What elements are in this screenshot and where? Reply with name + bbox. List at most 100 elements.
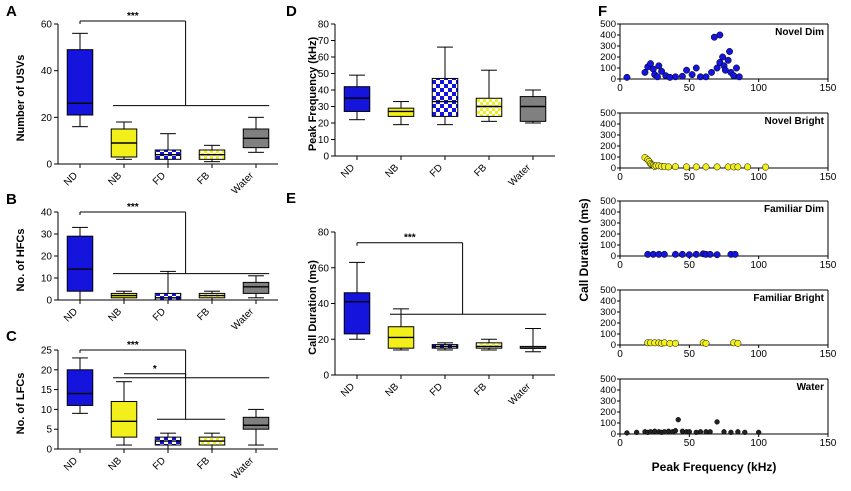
y-tick-label: 10 bbox=[41, 274, 53, 285]
x-tick-label: 0 bbox=[617, 260, 623, 271]
panel-E: E 0 20 40 60 80 Call Duration (ms) ND NB FD FB Wate… bbox=[286, 190, 555, 408]
x-tick-label: ND bbox=[339, 162, 357, 180]
x-tick-label: NB bbox=[107, 306, 125, 324]
box-Water bbox=[242, 281, 270, 294]
y-tick-label: 0 bbox=[611, 163, 616, 174]
scatter-point bbox=[721, 429, 727, 435]
y-tick-label: 500 bbox=[600, 196, 616, 207]
scatter-point bbox=[728, 429, 734, 436]
y-tick-label: 10 bbox=[318, 135, 330, 146]
y-tick-label: 100 bbox=[600, 63, 616, 74]
y-tick-label: 500 bbox=[600, 108, 616, 119]
y-axis-label: No. of LFCs bbox=[15, 373, 27, 435]
scatter-point bbox=[685, 251, 693, 259]
x-tick-label: ND bbox=[62, 170, 80, 188]
x-tick-label: 50 bbox=[684, 349, 696, 360]
box-Water bbox=[519, 96, 547, 122]
scatter-point bbox=[660, 250, 668, 258]
x-tick-label: 0 bbox=[617, 349, 623, 360]
y-tick-label: 15 bbox=[41, 385, 53, 396]
y-tick-label: 5 bbox=[46, 425, 52, 436]
x-tick-label: FB bbox=[195, 306, 212, 323]
significance-label: * bbox=[153, 364, 157, 375]
y-tick-label: 0 bbox=[611, 74, 616, 85]
x-tick-label: 100 bbox=[750, 172, 767, 183]
x-tick-label: 150 bbox=[820, 172, 837, 183]
y-tick-label: 40 bbox=[41, 66, 53, 77]
y-tick-label: 100 bbox=[600, 240, 616, 251]
y-tick-label: 200 bbox=[600, 318, 616, 329]
box-ND bbox=[66, 369, 94, 406]
box-ND bbox=[343, 292, 371, 335]
x-tick-label: 100 bbox=[750, 83, 767, 94]
panel-label: C bbox=[6, 328, 17, 345]
scatter-point bbox=[697, 429, 704, 435]
y-tick-label: 40 bbox=[318, 299, 330, 310]
y-tick-label: 40 bbox=[318, 86, 330, 97]
scatter-point bbox=[756, 429, 762, 436]
scatter-point bbox=[702, 339, 710, 347]
panel-B: B 0 10 20 30 40 No. of HFCs ND NB FD FB Water *** bbox=[6, 191, 278, 333]
box-Water bbox=[242, 416, 270, 430]
scatter-point bbox=[714, 419, 720, 425]
y-tick-label: 300 bbox=[600, 396, 616, 407]
box-ND bbox=[66, 49, 94, 116]
scatter-point bbox=[655, 62, 663, 70]
x-tick-label: 100 bbox=[750, 260, 767, 271]
scatter-point bbox=[708, 68, 715, 76]
x-tick-label: Water bbox=[230, 170, 257, 197]
x-tick-label: NB bbox=[384, 162, 402, 180]
scatter-point bbox=[686, 429, 692, 435]
y-tick-label: 400 bbox=[600, 207, 616, 218]
panel-A: A 0 20 40 60 Number of USVs ND NB FD FB Water *** bbox=[6, 3, 278, 197]
scatter-point bbox=[713, 64, 721, 72]
y-tick-label: 30 bbox=[41, 230, 53, 241]
y-tick-label: 30 bbox=[318, 102, 330, 113]
scatter-point bbox=[734, 339, 742, 347]
scatter-point bbox=[719, 53, 727, 61]
scatter-point bbox=[658, 67, 666, 75]
scatter-point bbox=[683, 66, 691, 74]
y-tick-label: 400 bbox=[600, 30, 616, 41]
x-tick-label: Water bbox=[507, 381, 534, 408]
panel-label: D bbox=[286, 3, 297, 20]
scatter-point bbox=[713, 251, 721, 259]
y-tick-label: 0 bbox=[46, 160, 52, 171]
y-tick-label: 300 bbox=[600, 307, 616, 318]
panel-label: E bbox=[286, 190, 296, 207]
y-tick-label: 80 bbox=[318, 228, 330, 239]
panel-label: F bbox=[598, 3, 607, 20]
box-FB bbox=[475, 342, 503, 349]
y-tick-label: 20 bbox=[41, 365, 53, 376]
scatter-point bbox=[706, 250, 714, 258]
y-tick-label: 20 bbox=[41, 113, 53, 124]
y-tick-label: 0 bbox=[611, 429, 616, 440]
x-tick-label: Water bbox=[507, 162, 534, 189]
x-tick-label: 150 bbox=[820, 349, 837, 360]
subplot-title: Novel Bright bbox=[765, 116, 825, 127]
y-tick-label: 60 bbox=[318, 53, 330, 64]
y-axis-label: Number of USVs bbox=[15, 55, 27, 142]
box-NB bbox=[110, 400, 138, 438]
y-tick-label: 0 bbox=[323, 152, 329, 163]
scatter-point bbox=[633, 429, 640, 436]
box-FD bbox=[431, 77, 459, 117]
box-FB bbox=[475, 97, 503, 117]
y-axis-label: Peak Frequency (kHz) bbox=[307, 37, 319, 152]
x-tick-label: FB bbox=[195, 170, 212, 187]
y-tick-label: 300 bbox=[600, 218, 616, 229]
y-axis-label: No. of HFCs bbox=[15, 229, 27, 292]
x-tick-label: ND bbox=[62, 455, 80, 473]
x-tick-label: 100 bbox=[750, 349, 767, 360]
scatter-point bbox=[672, 73, 679, 81]
y-tick-label: 400 bbox=[600, 385, 616, 396]
scatter-point bbox=[692, 163, 700, 171]
y-tick-label: 60 bbox=[41, 20, 53, 31]
x-tick-label: 0 bbox=[617, 83, 623, 94]
y-tick-label: 300 bbox=[600, 41, 616, 52]
x-tick-label: FD bbox=[428, 162, 445, 179]
box-ND bbox=[66, 235, 94, 292]
